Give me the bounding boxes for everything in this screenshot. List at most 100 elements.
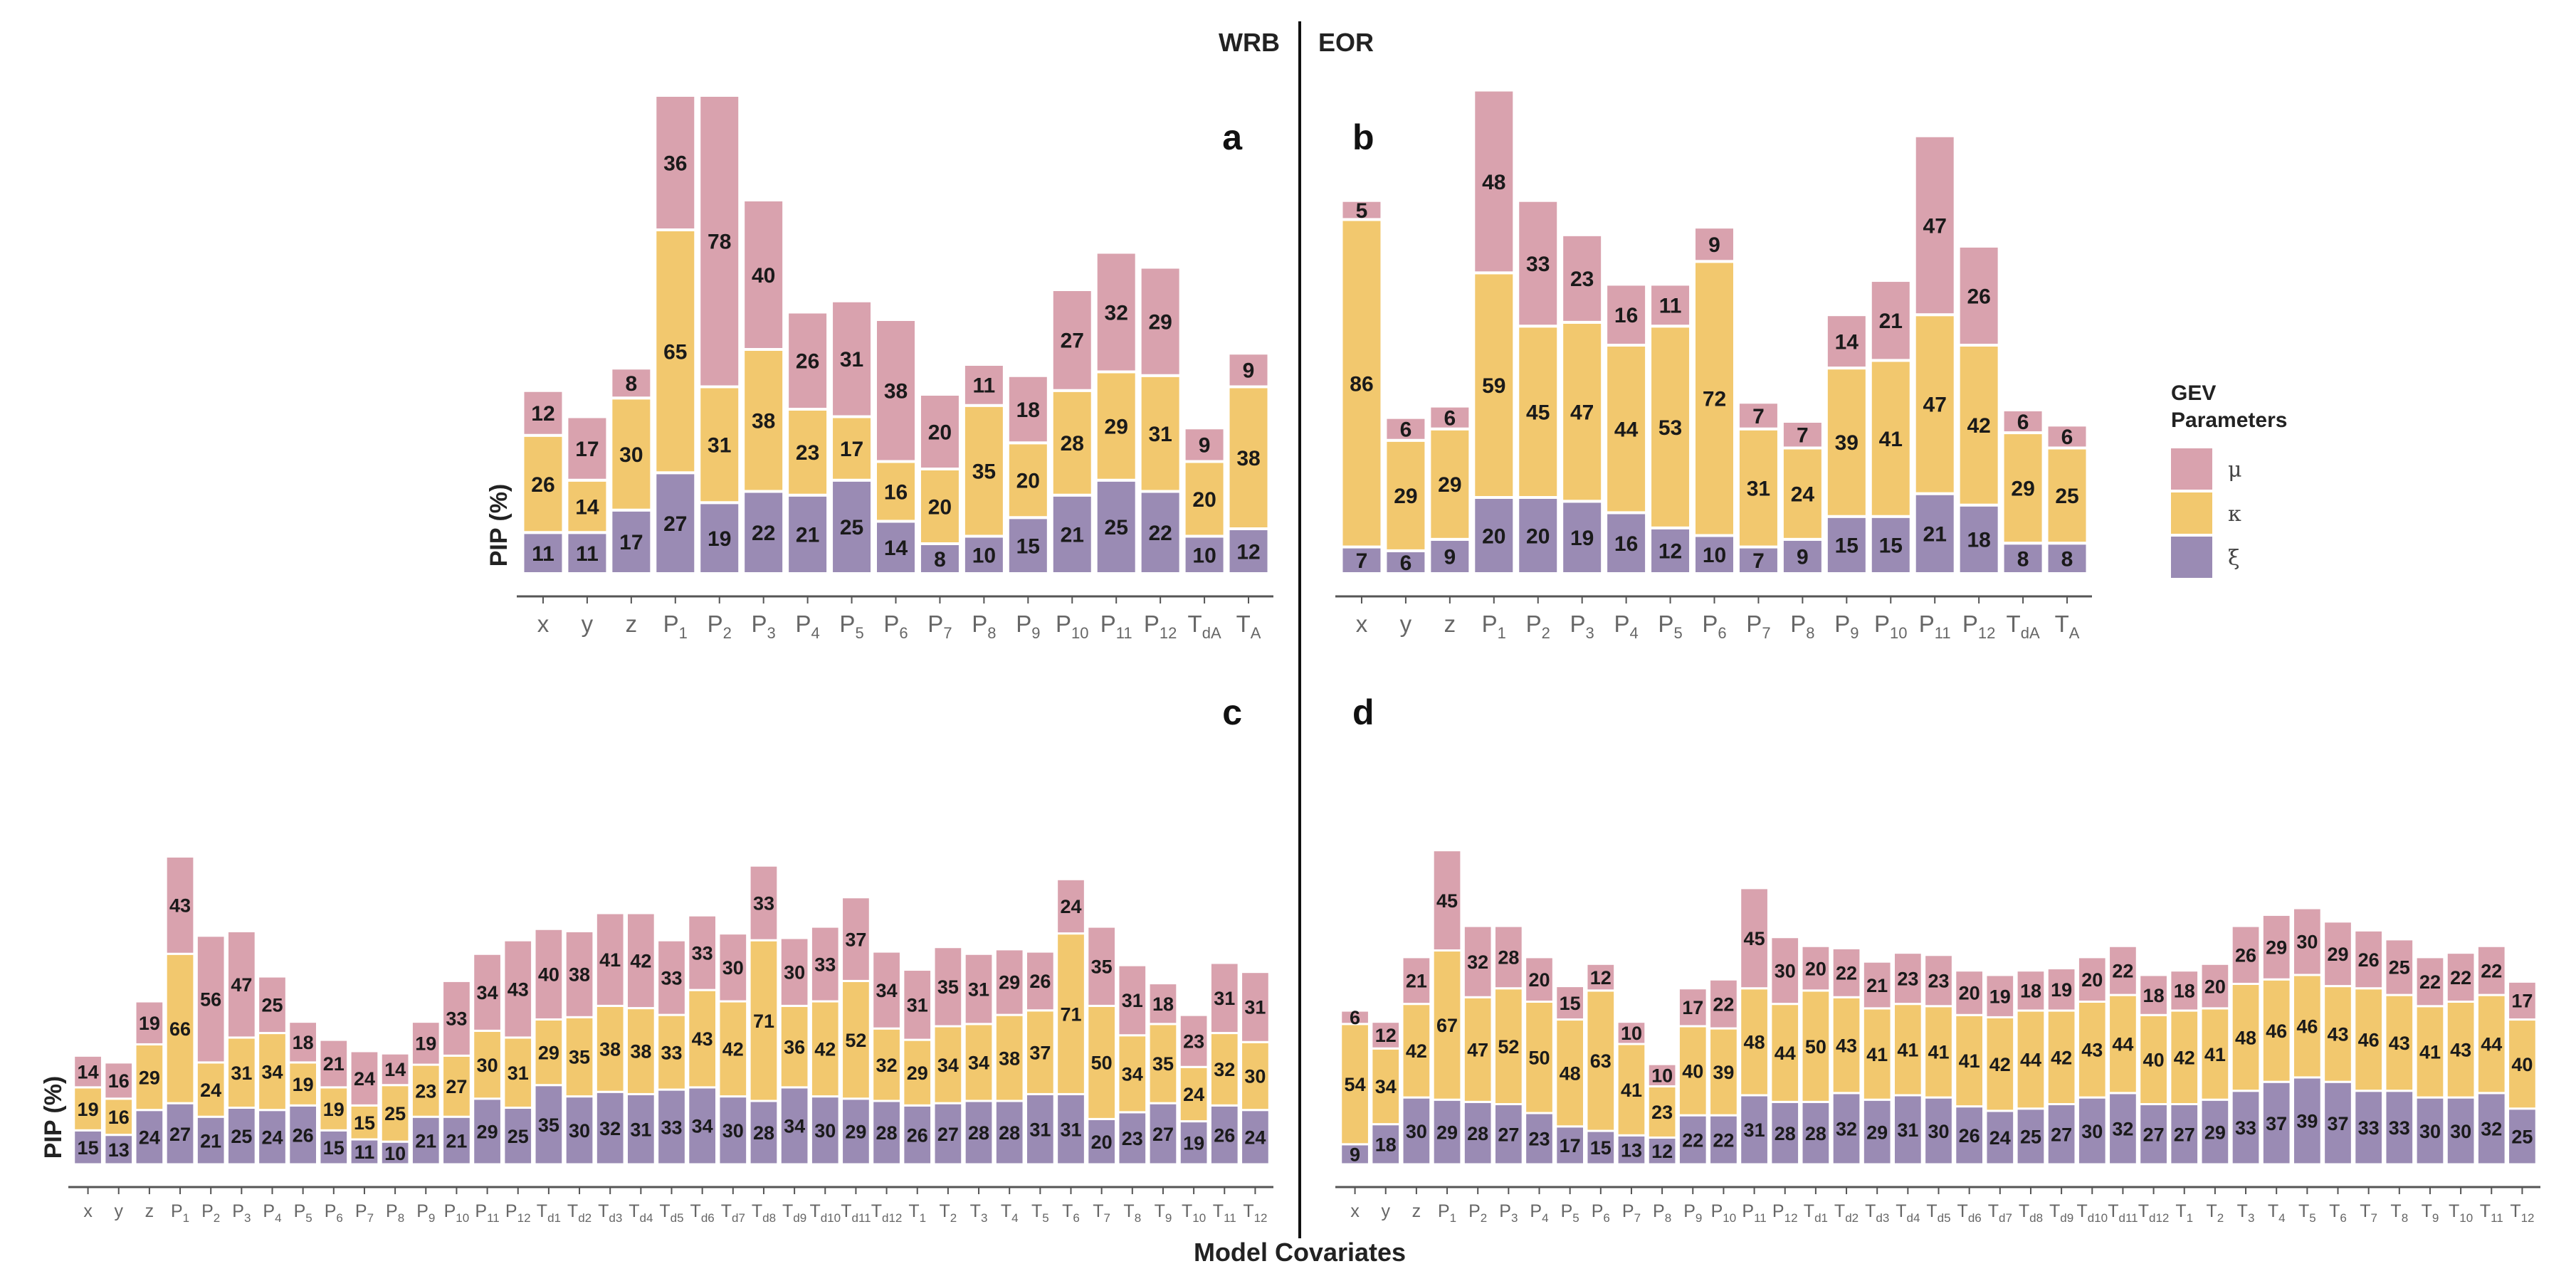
segment-xi-d-T_6: [2323, 1080, 2353, 1166]
segment-mu-d-T_12: [2507, 980, 2538, 1021]
bar-d-T_d11: 32 44 22: [2108, 944, 2138, 1166]
value-label-kappa-b-P_7: 31: [1747, 477, 1770, 500]
value-label-kappa-c-T_d8: 71: [753, 1011, 774, 1032]
tick-label-b-P_4: P4: [1614, 611, 1638, 642]
segment-kappa-c-P_8: [379, 1084, 411, 1143]
value-label-kappa-c-T_d7: 42: [722, 1039, 744, 1060]
tick-label-c-T_1: T1: [908, 1201, 926, 1225]
value-label-kappa-c-T_2: 34: [937, 1055, 959, 1076]
value-label-mu-b-P_2: 33: [1526, 253, 1550, 276]
value-label-mu-c-P_4: 25: [261, 995, 283, 1016]
segment-kappa-c-P_9: [410, 1063, 441, 1118]
segment-xi-b-P_4: [1604, 511, 1649, 576]
value-label-xi-a-P_3: 22: [752, 522, 775, 545]
segment-mu-c-T_5: [1024, 950, 1056, 1012]
segment-kappa-c-T_2: [932, 1025, 964, 1105]
value-label-xi-b-P_5: 12: [1658, 540, 1682, 564]
bar-c-T_d10: 30 42 33: [809, 925, 841, 1166]
tick-label-b-P_1: P1: [1482, 611, 1506, 642]
value-label-kappa-c-y: 16: [108, 1107, 130, 1128]
segment-xi-a-P_3: [742, 490, 786, 575]
value-label-xi-b-z: 9: [1444, 546, 1456, 569]
value-label-xi-b-P_9: 15: [1835, 534, 1859, 558]
value-label-mu-a-z: 8: [626, 372, 638, 396]
tick-label-b-P_11: P11: [1919, 611, 1951, 642]
value-label-kappa-b-T_dA: 29: [2011, 477, 2034, 500]
segment-mu-d-T_2: [2199, 962, 2231, 1010]
segment-mu-d-P_1: [1431, 849, 1463, 952]
segment-kappa-c-z: [134, 1043, 165, 1112]
value-label-mu-a-P_8: 11: [973, 374, 996, 398]
value-label-mu-c-T_9: 18: [1152, 993, 1174, 1015]
tick-label-d-P_9: P9: [1683, 1201, 1702, 1225]
segment-mu-d-T_5: [2291, 907, 2323, 976]
value-label-xi-a-P_7: 8: [934, 548, 946, 571]
panel-letter-c: c: [1222, 692, 1242, 732]
value-label-kappa-a-z: 30: [619, 443, 643, 467]
value-label-mu-d-T_d7: 19: [1989, 986, 2011, 1007]
segment-mu-c-P_4: [257, 975, 288, 1035]
segment-kappa-d-T_1: [2169, 1009, 2200, 1105]
bar-d-T_3: 33 48 26: [2230, 924, 2261, 1166]
value-label-mu-d-T_d4: 23: [1897, 968, 1918, 989]
segment-mu-d-T_d9: [2046, 967, 2077, 1012]
value-label-xi-c-T_5: 31: [1029, 1119, 1051, 1140]
segment-xi-a-P_10: [1050, 493, 1094, 575]
tick-label-c-P_2: P2: [201, 1201, 220, 1225]
value-label-kappa-d-T_7: 46: [2358, 1029, 2380, 1050]
value-label-xi-d-T_d11: 32: [2112, 1119, 2133, 1140]
value-label-xi-c-T_d11: 29: [845, 1122, 866, 1143]
tick-label-c-T_11: T11: [1213, 1201, 1236, 1225]
value-label-xi-d-T_9: 30: [2419, 1121, 2441, 1142]
segment-kappa-d-T_d9: [2046, 1009, 2077, 1105]
value-label-mu-b-x: 5: [1356, 199, 1368, 223]
segment-kappa-c-y: [103, 1097, 135, 1137]
segment-mu-d-T_3: [2230, 924, 2261, 985]
tick-label-b-P_10: P10: [1874, 611, 1908, 642]
value-label-xi-a-P_6: 14: [884, 537, 908, 560]
value-label-mu-d-T_3: 26: [2235, 945, 2256, 966]
segment-kappa-c-T_10: [1178, 1065, 1209, 1123]
segment-mu-c-T_d9: [779, 937, 810, 1007]
value-label-xi-c-T_d3: 32: [599, 1118, 621, 1139]
segment-kappa-a-P_7: [918, 468, 962, 545]
segment-xi-a-P_5: [830, 478, 874, 575]
segment-kappa-d-T_d3: [1861, 1007, 1893, 1101]
segment-mu-d-T_9: [2414, 956, 2446, 1008]
bar-d-P_3: 27 52 28: [1493, 924, 1524, 1166]
segment-mu-b-y: [1384, 416, 1428, 442]
bar-b-y: 6 29 6: [1384, 416, 1428, 576]
value-label-xi-d-T_4: 37: [2266, 1113, 2287, 1134]
panel-letter-d: d: [1352, 692, 1374, 732]
segment-mu-c-P_11: [472, 952, 503, 1032]
bar-a-P_3: 22 38 40: [742, 199, 786, 575]
tick-label-c-x: x: [83, 1201, 93, 1221]
value-label-xi-d-x: 9: [1350, 1144, 1360, 1166]
legend-label-kappa: κ: [2228, 502, 2241, 527]
value-label-kappa-d-P_8: 23: [1651, 1102, 1673, 1123]
segment-mu-a-P_12: [1138, 265, 1182, 377]
value-label-kappa-b-P_1: 59: [1482, 374, 1505, 398]
value-label-mu-d-P_12: 30: [1775, 960, 1796, 981]
value-label-mu-a-x: 12: [531, 402, 554, 426]
bar-d-T_d4: 31 41 23: [1892, 951, 1923, 1166]
tick-label-b-P_7: P7: [1746, 611, 1770, 642]
tick-label-c-T_d4: Td4: [629, 1201, 653, 1225]
bar-c-T_7: 20 50 35: [1086, 925, 1118, 1166]
value-label-mu-d-T_d8: 18: [2020, 981, 2041, 1002]
value-label-mu-d-T_d11: 22: [2112, 960, 2133, 981]
value-label-xi-a-P_10: 21: [1061, 524, 1084, 547]
segment-mu-d-T_4: [2261, 913, 2292, 981]
bar-d-T_8: 33 43 25: [2384, 938, 2415, 1166]
value-label-kappa-c-T_d1: 29: [538, 1042, 559, 1063]
tick-label-d-T_4: T4: [2268, 1201, 2286, 1225]
value-label-xi-c-T_10: 19: [1183, 1133, 1204, 1154]
tick-label-c-T_d7: Td7: [721, 1201, 745, 1225]
value-label-xi-c-P_6: 15: [323, 1137, 345, 1159]
value-label-xi-d-T_6: 37: [2327, 1113, 2348, 1134]
value-label-xi-d-T_d4: 31: [1897, 1119, 1918, 1141]
value-label-xi-d-P_8: 12: [1651, 1141, 1673, 1162]
segment-mu-c-P_5: [288, 1021, 319, 1064]
value-label-kappa-c-T_8: 34: [1122, 1064, 1143, 1085]
bar-c-P_4: 24 34 25: [257, 975, 288, 1166]
